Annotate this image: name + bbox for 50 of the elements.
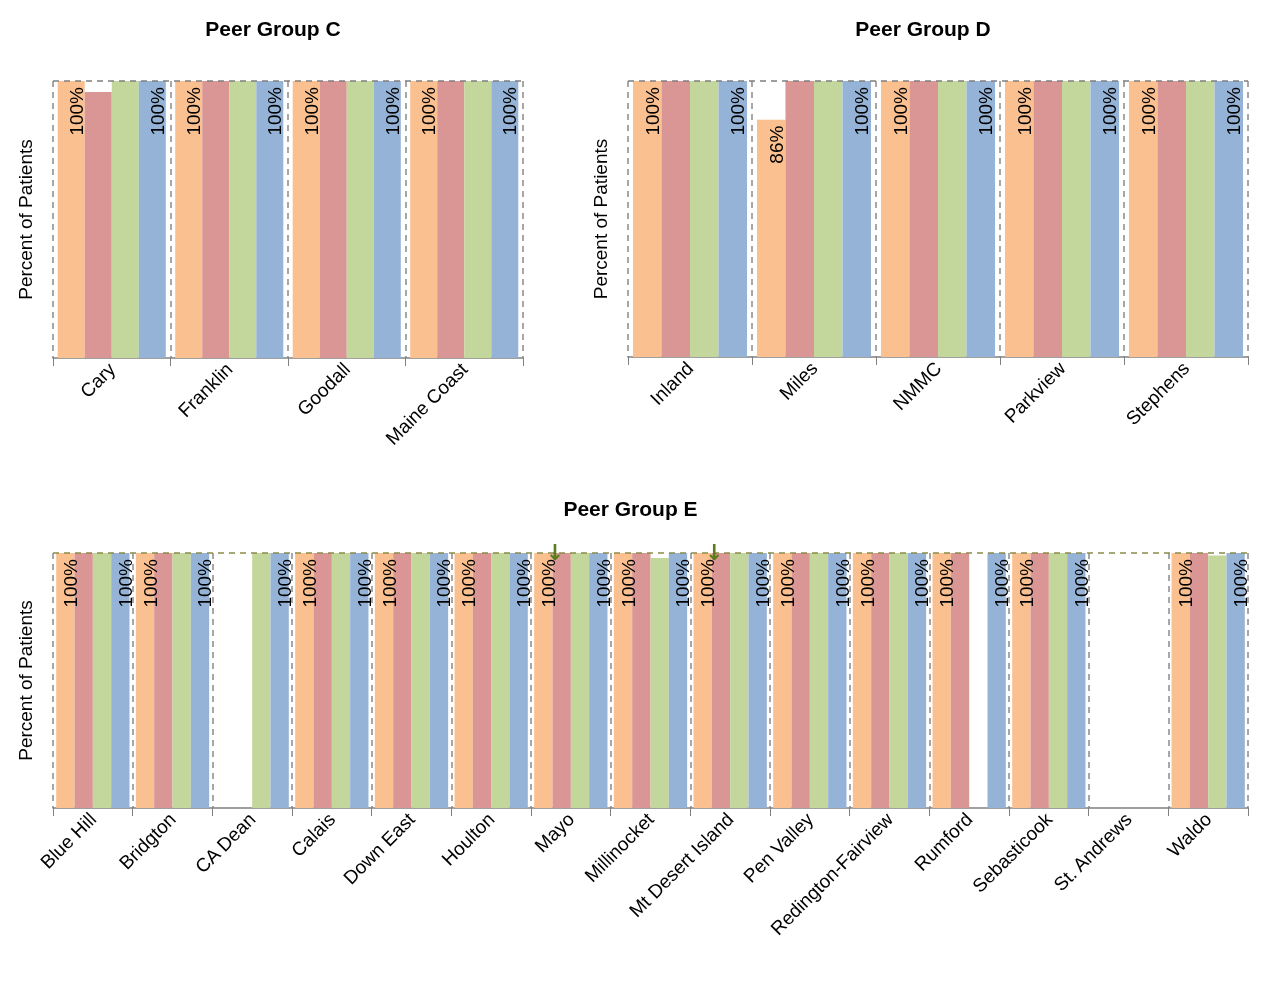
- data-label: 100%: [300, 86, 322, 136]
- data-label: 100%: [513, 558, 535, 608]
- data-label: 100%: [114, 558, 136, 608]
- data-label: 100%: [1013, 86, 1035, 136]
- data-label: 100%: [1099, 86, 1121, 136]
- data-label: 100%: [672, 558, 694, 608]
- data-label: 100%: [274, 558, 296, 608]
- data-label: 100%: [1175, 558, 1197, 608]
- data-label: 100%: [194, 558, 216, 608]
- data-label: 100%: [458, 558, 480, 608]
- data-label: 100%: [433, 558, 455, 608]
- data-label: 86%: [765, 125, 787, 164]
- data-label: 100%: [856, 558, 878, 608]
- data-label: 100%: [1070, 558, 1092, 608]
- data-label: 100%: [183, 86, 205, 136]
- data-label: 100%: [911, 558, 933, 608]
- data-label: 100%: [592, 558, 614, 608]
- data-label: 100%: [65, 86, 87, 136]
- data-label: 100%: [381, 86, 403, 136]
- data-label: 100%: [975, 86, 997, 136]
- data-label: 100%: [298, 558, 320, 608]
- y-axis-title: Percent of Patients: [15, 139, 36, 300]
- data-label: 100%: [499, 86, 521, 136]
- data-label: 100%: [418, 86, 440, 136]
- chart-title: Peer Group E: [563, 497, 698, 520]
- data-label: 100%: [991, 558, 1013, 608]
- y-axis-title: Percent of Patients: [15, 600, 36, 761]
- data-label: 100%: [936, 558, 958, 608]
- data-label: 100%: [59, 558, 81, 608]
- y-axis-title: Percent of Patients: [590, 138, 611, 300]
- data-label: 100%: [617, 558, 639, 608]
- chart-title: Peer Group D: [855, 17, 991, 40]
- data-label: 100%: [264, 86, 286, 136]
- data-label: 100%: [1223, 86, 1245, 136]
- data-label: 100%: [353, 558, 375, 608]
- data-label: 100%: [831, 558, 853, 608]
- data-label: 100%: [776, 558, 798, 608]
- data-label: 100%: [1137, 86, 1159, 136]
- data-label: 100%: [752, 558, 774, 608]
- data-label: 100%: [139, 558, 161, 608]
- data-label: 100%: [641, 86, 663, 136]
- data-label: 100%: [889, 86, 911, 136]
- data-label: 100%: [146, 86, 168, 136]
- data-label: 100%: [378, 558, 400, 608]
- data-label: 100%: [1015, 558, 1037, 608]
- x-tick-label: Blue Hill: [36, 808, 101, 873]
- chart-title: Peer Group C: [205, 17, 341, 40]
- data-label: 100%: [727, 86, 749, 136]
- data-label: 100%: [851, 86, 873, 136]
- data-label: 100%: [1230, 558, 1252, 608]
